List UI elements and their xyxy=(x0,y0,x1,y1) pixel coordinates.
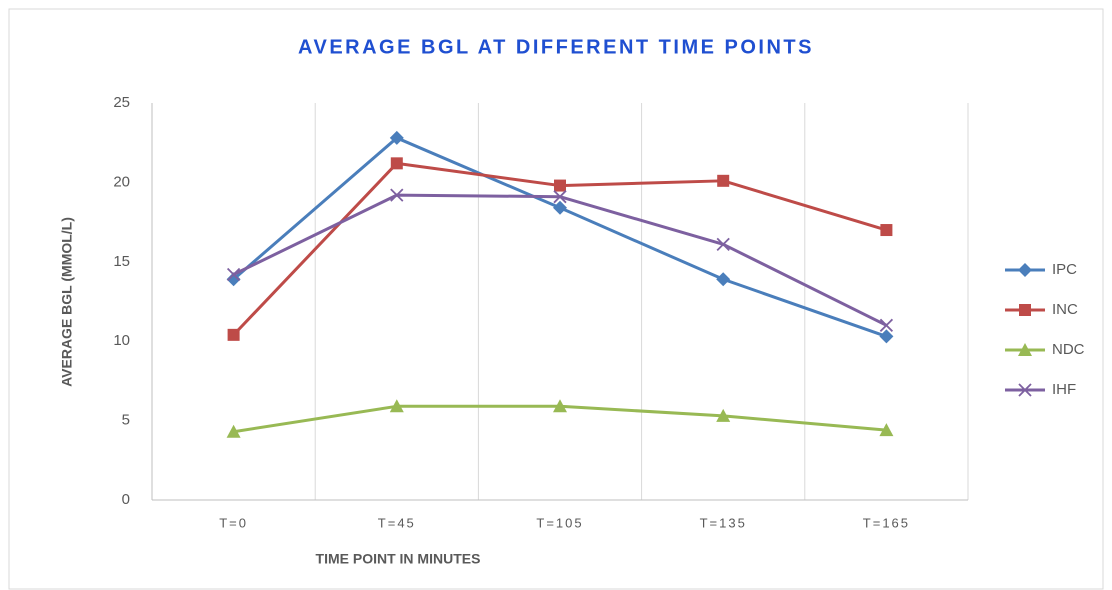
chart-border xyxy=(8,8,1104,590)
y-axis-label: AVERAGE BGL (MMOL/L) xyxy=(59,217,75,387)
data-point xyxy=(227,328,240,341)
legend-label: NDC xyxy=(1052,341,1085,358)
data-point xyxy=(226,272,241,287)
data-point xyxy=(226,424,241,438)
legend-marker xyxy=(1018,263,1032,277)
y-tick-label: 25 xyxy=(113,94,130,111)
data-point xyxy=(553,399,567,413)
x-tick-label: T=105 xyxy=(536,515,583,530)
data-point xyxy=(554,179,566,192)
y-tick-label: 0 xyxy=(122,491,130,508)
x-tick-label: T=135 xyxy=(700,515,747,530)
data-point xyxy=(389,130,404,145)
legend-label: IHF xyxy=(1052,381,1076,398)
y-tick-label: 20 xyxy=(113,173,130,190)
x-tick-label: T=0 xyxy=(219,515,248,530)
x-tick-label: T=165 xyxy=(863,515,910,530)
data-point xyxy=(879,423,894,437)
data-point xyxy=(879,329,894,344)
y-tick-label: 5 xyxy=(122,412,130,429)
chart-title: AVERAGE BGL AT DIFFERENT TIME POINTS xyxy=(298,36,814,58)
data-point xyxy=(553,190,567,204)
data-point xyxy=(716,237,730,251)
legend-label: IPC xyxy=(1052,261,1077,278)
data-point xyxy=(879,318,894,332)
x-tick-label: T=45 xyxy=(378,515,416,530)
legend-marker xyxy=(1019,304,1031,316)
x-axis-label: TIME POINT IN MINUTES xyxy=(316,551,481,567)
data-point xyxy=(717,174,730,187)
data-point xyxy=(390,157,403,170)
y-tick-label: 10 xyxy=(113,332,130,349)
data-point xyxy=(553,200,567,215)
y-tick-label: 15 xyxy=(113,253,130,270)
legend-marker xyxy=(1018,383,1032,397)
data-point xyxy=(389,399,404,413)
legend-label: INC xyxy=(1052,301,1078,318)
data-point xyxy=(880,224,893,237)
legend-marker xyxy=(1018,343,1032,356)
data-point xyxy=(390,188,404,202)
data-point xyxy=(716,272,731,287)
data-point xyxy=(716,408,731,422)
data-point xyxy=(226,267,241,282)
